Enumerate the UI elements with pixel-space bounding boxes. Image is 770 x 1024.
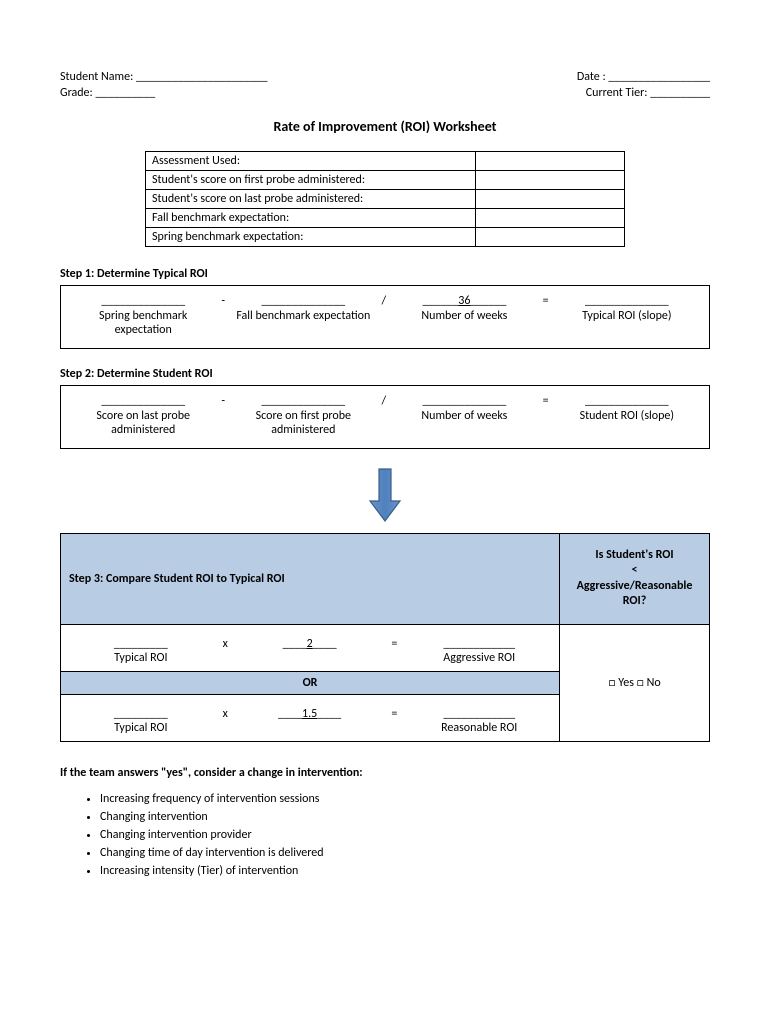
reasonable-multiplier: 1.5 [302, 707, 317, 721]
assess-row-2: Student's score on last probe administer… [146, 190, 476, 209]
weeks-value: 36 [458, 294, 470, 308]
assess-row-1: Student's score on first probe administe… [146, 171, 476, 190]
bullet-1: Changing intervention [100, 808, 710, 826]
step1-label: Step 1: Determine Typical ROI [60, 267, 710, 281]
step3-table: Step 3: Compare Student ROI to Typical R… [60, 533, 710, 742]
bullet-2: Changing intervention provider [100, 826, 710, 844]
step2-label: Step 2: Determine Student ROI [60, 367, 710, 381]
assess-row-0: Assessment Used: [146, 152, 476, 171]
step3-header-left: Step 3: Compare Student ROI to Typical R… [61, 533, 560, 624]
bullet-0: Increasing frequency of intervention ses… [100, 790, 710, 808]
step3-header-right: Is Student's ROI<Aggressive/ReasonableRO… [560, 533, 710, 624]
followup-text: If the team answers "yes", consider a ch… [60, 766, 710, 780]
yes-no-answer: □ Yes □ No [560, 624, 710, 741]
step1-formula: ______________ Spring benchmark expectat… [60, 285, 710, 349]
tier-field: Current Tier: __________ [586, 86, 710, 100]
reasonable-calc: _________ Typical ROI x ____1.5____ = __… [61, 694, 560, 741]
student-name-field: Student Name: ______________________ [60, 70, 268, 84]
or-divider: OR [61, 671, 560, 694]
aggressive-calc: _________ Typical ROI x ____2____ = ____… [61, 624, 560, 671]
step2-formula: ______________ Score on last probe admin… [60, 385, 710, 449]
bullet-4: Increasing intensity (Tier) of intervent… [100, 862, 710, 880]
assess-row-4: Spring benchmark expectation: [146, 228, 476, 247]
date-field: Date : _________________ [577, 70, 710, 84]
down-arrow-icon [60, 467, 710, 527]
bullet-3: Changing time of day intervention is del… [100, 844, 710, 862]
assess-row-3: Fall benchmark expectation: [146, 209, 476, 228]
assessment-table: Assessment Used: Student's score on firs… [145, 151, 625, 247]
grade-field: Grade: __________ [60, 86, 155, 100]
intervention-bullets: Increasing frequency of intervention ses… [60, 790, 710, 880]
page-title: Rate of Improvement (ROI) Worksheet [60, 118, 710, 135]
